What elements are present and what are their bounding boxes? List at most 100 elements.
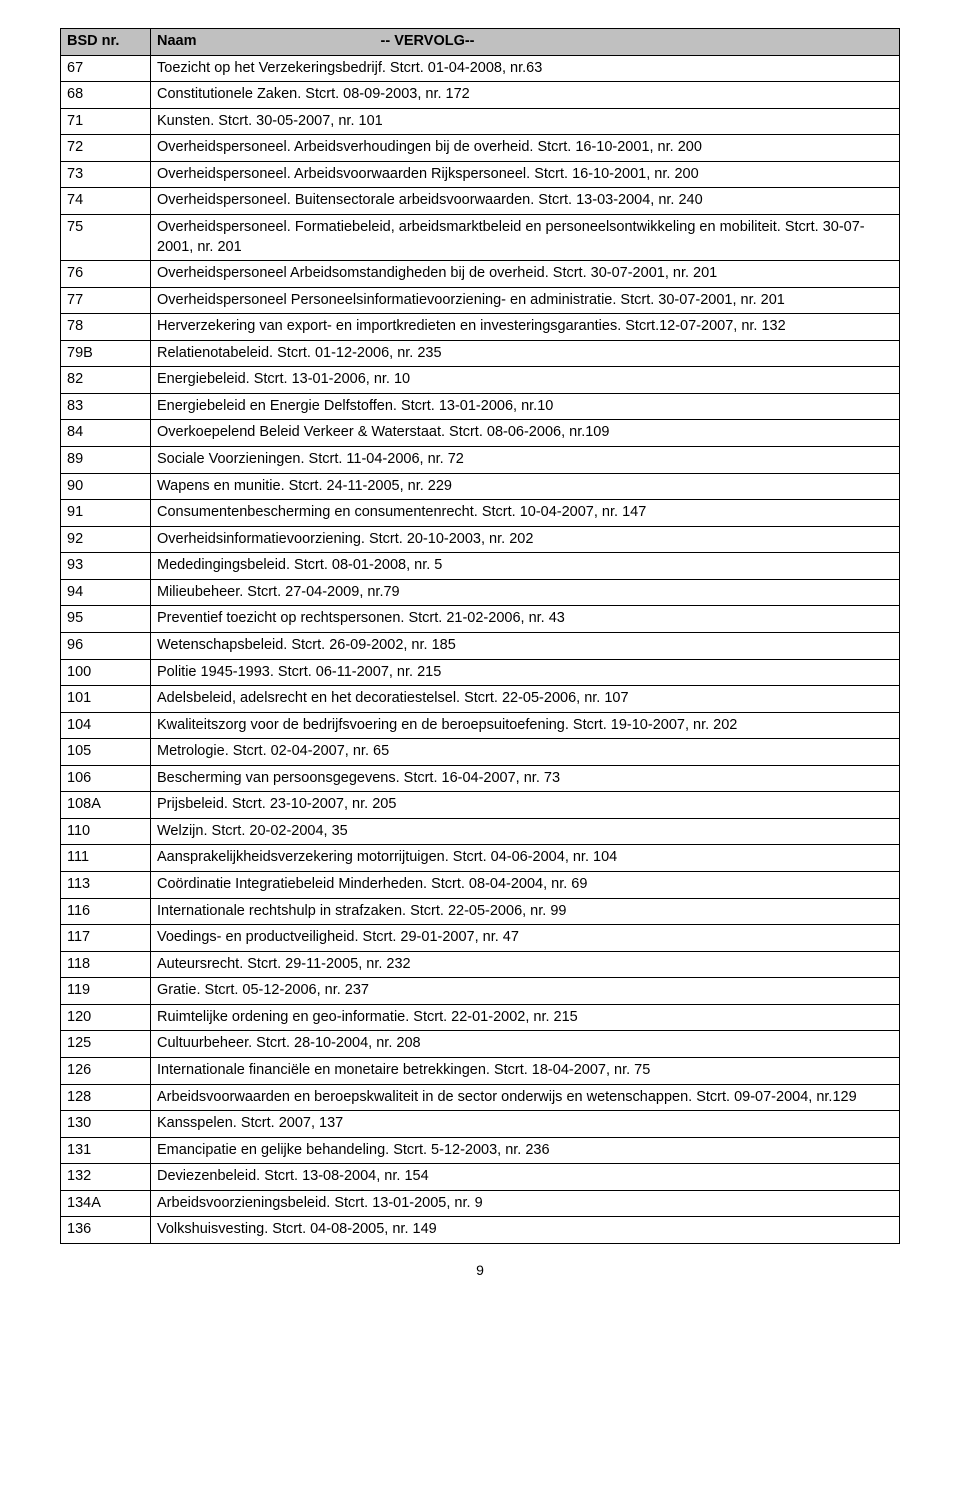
- cell-naam: Overkoepelend Beleid Verkeer & Waterstaa…: [151, 420, 900, 447]
- page-number: 9: [60, 1262, 900, 1278]
- table-row: 76Overheidspersoneel Arbeidsomstandighed…: [61, 261, 900, 288]
- cell-bsd-nr: 119: [61, 978, 151, 1005]
- cell-naam: Milieubeheer. Stcrt. 27-04-2009, nr.79: [151, 579, 900, 606]
- cell-bsd-nr: 92: [61, 526, 151, 553]
- cell-naam: Overheidspersoneel Arbeidsomstandigheden…: [151, 261, 900, 288]
- cell-bsd-nr: 77: [61, 287, 151, 314]
- cell-naam: Overheidspersoneel Personeelsinformatiev…: [151, 287, 900, 314]
- table-row: 84Overkoepelend Beleid Verkeer & Waterst…: [61, 420, 900, 447]
- table-row: 101Adelsbeleid, adelsrecht en het decora…: [61, 686, 900, 713]
- col-header-naam-label: Naam: [157, 32, 197, 52]
- table-row: 77Overheidspersoneel Personeelsinformati…: [61, 287, 900, 314]
- cell-naam: Welzijn. Stcrt. 20-02-2004, 35: [151, 818, 900, 845]
- cell-naam: Relatienotabeleid. Stcrt. 01-12-2006, nr…: [151, 340, 900, 367]
- cell-naam: Overheidspersoneel. Arbeidsvoorwaarden R…: [151, 161, 900, 188]
- table-row: 96Wetenschapsbeleid. Stcrt. 26-09-2002, …: [61, 632, 900, 659]
- cell-bsd-nr: 101: [61, 686, 151, 713]
- table-row: 92Overheidsinformatievoorziening. Stcrt.…: [61, 526, 900, 553]
- cell-bsd-nr: 125: [61, 1031, 151, 1058]
- cell-bsd-nr: 136: [61, 1217, 151, 1244]
- cell-naam: Volkshuisvesting. Stcrt. 04-08-2005, nr.…: [151, 1217, 900, 1244]
- cell-naam: Kunsten. Stcrt. 30-05-2007, nr. 101: [151, 108, 900, 135]
- cell-bsd-nr: 108A: [61, 792, 151, 819]
- cell-bsd-nr: 83: [61, 393, 151, 420]
- cell-bsd-nr: 110: [61, 818, 151, 845]
- cell-naam: Wetenschapsbeleid. Stcrt. 26-09-2002, nr…: [151, 632, 900, 659]
- cell-naam: Overheidspersoneel. Buitensectorale arbe…: [151, 188, 900, 215]
- cell-naam: Consumentenbescherming en consumentenrec…: [151, 500, 900, 527]
- cell-bsd-nr: 68: [61, 82, 151, 109]
- cell-naam: Arbeidsvoorwaarden en beroepskwaliteit i…: [151, 1084, 900, 1111]
- table-row: 113Coördinatie Integratiebeleid Minderhe…: [61, 872, 900, 899]
- table-row: 67Toezicht op het Verzekeringsbedrijf. S…: [61, 55, 900, 82]
- cell-naam: Coördinatie Integratiebeleid Minderheden…: [151, 872, 900, 899]
- cell-naam: Constitutionele Zaken. Stcrt. 08-09-2003…: [151, 82, 900, 109]
- bsd-table: BSD nr. Naam -- VERVOLG-- 67Toezicht op …: [60, 28, 900, 1244]
- cell-bsd-nr: 111: [61, 845, 151, 872]
- cell-bsd-nr: 94: [61, 579, 151, 606]
- table-row: 131Emancipatie en gelijke behandeling. S…: [61, 1137, 900, 1164]
- cell-bsd-nr: 104: [61, 712, 151, 739]
- cell-naam: Herverzekering van export- en importkred…: [151, 314, 900, 341]
- cell-naam: Overheidspersoneel. Arbeidsverhoudingen …: [151, 135, 900, 162]
- cell-bsd-nr: 79B: [61, 340, 151, 367]
- cell-bsd-nr: 71: [61, 108, 151, 135]
- table-row: 82Energiebeleid. Stcrt. 13-01-2006, nr. …: [61, 367, 900, 394]
- cell-bsd-nr: 105: [61, 739, 151, 766]
- cell-bsd-nr: 132: [61, 1164, 151, 1191]
- cell-naam: Adelsbeleid, adelsrecht en het decoratie…: [151, 686, 900, 713]
- cell-naam: Metrologie. Stcrt. 02-04-2007, nr. 65: [151, 739, 900, 766]
- cell-bsd-nr: 131: [61, 1137, 151, 1164]
- col-header-naam: Naam -- VERVOLG--: [151, 29, 900, 56]
- table-row: 116Internationale rechtshulp in strafzak…: [61, 898, 900, 925]
- cell-naam: Internationale financiële en monetaire b…: [151, 1057, 900, 1084]
- table-row: 78Herverzekering van export- en importkr…: [61, 314, 900, 341]
- cell-naam: Kwaliteitszorg voor de bedrijfsvoering e…: [151, 712, 900, 739]
- table-row: 110Welzijn. Stcrt. 20-02-2004, 35: [61, 818, 900, 845]
- table-row: 91Consumentenbescherming en consumentenr…: [61, 500, 900, 527]
- cell-naam: Arbeidsvoorzieningsbeleid. Stcrt. 13-01-…: [151, 1190, 900, 1217]
- cell-bsd-nr: 116: [61, 898, 151, 925]
- cell-bsd-nr: 117: [61, 925, 151, 952]
- cell-bsd-nr: 72: [61, 135, 151, 162]
- table-row: 128Arbeidsvoorwaarden en beroepskwalitei…: [61, 1084, 900, 1111]
- table-row: 71Kunsten. Stcrt. 30-05-2007, nr. 101: [61, 108, 900, 135]
- cell-bsd-nr: 128: [61, 1084, 151, 1111]
- cell-bsd-nr: 134A: [61, 1190, 151, 1217]
- table-body: 67Toezicht op het Verzekeringsbedrijf. S…: [61, 55, 900, 1243]
- cell-naam: Emancipatie en gelijke behandeling. Stcr…: [151, 1137, 900, 1164]
- cell-bsd-nr: 84: [61, 420, 151, 447]
- cell-naam: Overheidspersoneel. Formatiebeleid, arbe…: [151, 214, 900, 260]
- cell-bsd-nr: 91: [61, 500, 151, 527]
- table-row: 136Volkshuisvesting. Stcrt. 04-08-2005, …: [61, 1217, 900, 1244]
- table-row: 79BRelatienotabeleid. Stcrt. 01-12-2006,…: [61, 340, 900, 367]
- col-header-bsd: BSD nr.: [61, 29, 151, 56]
- table-row: 89Sociale Voorzieningen. Stcrt. 11-04-20…: [61, 447, 900, 474]
- table-row: 118Auteursrecht. Stcrt. 29-11-2005, nr. …: [61, 951, 900, 978]
- cell-bsd-nr: 106: [61, 765, 151, 792]
- table-row: 132Deviezenbeleid. Stcrt. 13-08-2004, nr…: [61, 1164, 900, 1191]
- cell-bsd-nr: 73: [61, 161, 151, 188]
- table-row: 119Gratie. Stcrt. 05-12-2006, nr. 237: [61, 978, 900, 1005]
- cell-naam: Wapens en munitie. Stcrt. 24-11-2005, nr…: [151, 473, 900, 500]
- table-row: 117Voedings- en productveiligheid. Stcrt…: [61, 925, 900, 952]
- table-header-row: BSD nr. Naam -- VERVOLG--: [61, 29, 900, 56]
- cell-naam: Ruimtelijke ordening en geo-informatie. …: [151, 1004, 900, 1031]
- cell-bsd-nr: 100: [61, 659, 151, 686]
- cell-naam: Energiebeleid. Stcrt. 13-01-2006, nr. 10: [151, 367, 900, 394]
- cell-naam: Cultuurbeheer. Stcrt. 28-10-2004, nr. 20…: [151, 1031, 900, 1058]
- table-row: 75Overheidspersoneel. Formatiebeleid, ar…: [61, 214, 900, 260]
- table-row: 130Kansspelen. Stcrt. 2007, 137: [61, 1111, 900, 1138]
- cell-bsd-nr: 93: [61, 553, 151, 580]
- cell-bsd-nr: 90: [61, 473, 151, 500]
- cell-bsd-nr: 76: [61, 261, 151, 288]
- table-row: 100Politie 1945-1993. Stcrt. 06-11-2007,…: [61, 659, 900, 686]
- cell-naam: Voedings- en productveiligheid. Stcrt. 2…: [151, 925, 900, 952]
- cell-naam: Toezicht op het Verzekeringsbedrijf. Stc…: [151, 55, 900, 82]
- cell-bsd-nr: 67: [61, 55, 151, 82]
- table-row: 72Overheidspersoneel. Arbeidsverhoudinge…: [61, 135, 900, 162]
- cell-naam: Deviezenbeleid. Stcrt. 13-08-2004, nr. 1…: [151, 1164, 900, 1191]
- cell-naam: Politie 1945-1993. Stcrt. 06-11-2007, nr…: [151, 659, 900, 686]
- cell-naam: Mededingingsbeleid. Stcrt. 08-01-2008, n…: [151, 553, 900, 580]
- table-row: 104Kwaliteitszorg voor de bedrijfsvoerin…: [61, 712, 900, 739]
